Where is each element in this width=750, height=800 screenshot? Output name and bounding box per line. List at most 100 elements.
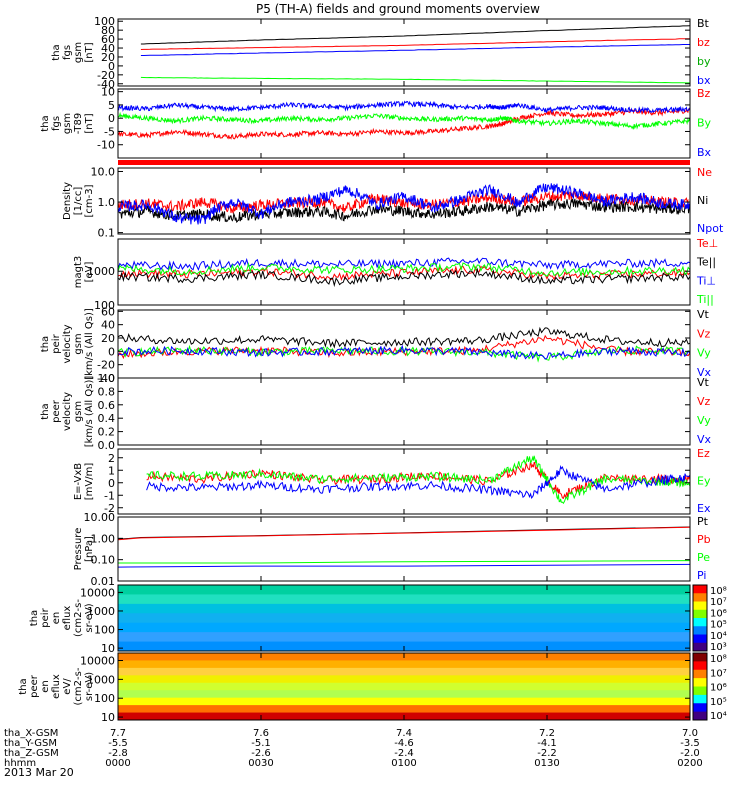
y-axis-label: (cm2-s- bbox=[73, 599, 84, 637]
y-tick-label: 10.0 bbox=[91, 165, 116, 178]
legend-entry: Vx bbox=[697, 366, 712, 379]
date-label: 2013 Mar 20 bbox=[4, 766, 74, 779]
y-tick-label: 10.00 bbox=[84, 511, 116, 524]
y-axis-label: peir bbox=[40, 607, 51, 627]
y-axis-label: peir bbox=[51, 333, 62, 353]
x-axis-tick-label: 7.7 bbox=[110, 728, 126, 739]
panel-divider bbox=[118, 160, 690, 165]
series-line-efield-0 bbox=[146, 460, 691, 499]
series-line-peir_velocity-0 bbox=[117, 326, 691, 349]
y-tick-label: 1.0 bbox=[98, 372, 116, 385]
chart-title: P5 (TH-A) fields and ground moments over… bbox=[256, 2, 540, 16]
y-axis-label: [nPa] bbox=[84, 536, 95, 562]
x-axis-tick-label: 0000 bbox=[105, 758, 130, 769]
legend-entry: Ti⊥ bbox=[696, 274, 716, 287]
spectrogram-band bbox=[118, 705, 690, 714]
x-axis-tick-label: 0130 bbox=[534, 758, 559, 769]
y-axis-label: magt3 bbox=[73, 256, 84, 289]
y-axis-label: eV/ bbox=[62, 678, 73, 695]
y-tick-label: 1000 bbox=[87, 265, 115, 278]
y-axis-label: -T89 bbox=[73, 113, 84, 135]
y-axis-label: velocity bbox=[62, 324, 73, 363]
x-axis-tick-label: -2.4 bbox=[394, 748, 414, 759]
y-tick-label: 0 bbox=[108, 477, 115, 490]
colorbar-tick-label: 10⁴ bbox=[710, 711, 727, 722]
series-line-efield-1 bbox=[146, 455, 691, 505]
y-axis-label: tha bbox=[29, 610, 40, 626]
panel-frame bbox=[117, 309, 691, 379]
panel-pressure: 10.00 1.00 0.10 0.01 Pressure [nPa] Pt Pb Pe Pi bbox=[73, 511, 711, 588]
series-line-fgs_gsm_detrended-2 bbox=[117, 100, 691, 114]
y-tick-label: 60 bbox=[101, 33, 115, 46]
series-line-fgs_gsm_detrended-0 bbox=[117, 107, 691, 140]
y-axis-label: [cm-3] bbox=[84, 184, 95, 217]
y-axis-label: fgs bbox=[51, 116, 62, 131]
colorbar-segment bbox=[693, 711, 707, 721]
y-axis-label: eflux bbox=[62, 606, 73, 631]
legend-entry: Vz bbox=[697, 327, 711, 340]
y-tick-label: 0.6 bbox=[98, 399, 116, 412]
y-tick-label: 100 bbox=[94, 299, 115, 312]
y-tick-label: 1000 bbox=[87, 673, 115, 686]
y-axis-label: en bbox=[51, 612, 62, 625]
x-axis-tick-label: 7.4 bbox=[396, 728, 412, 739]
y-tick-label: 40 bbox=[101, 319, 115, 332]
spectrogram-band bbox=[118, 667, 690, 676]
colorbar-frame bbox=[692, 584, 708, 652]
panel-temperature: 1000 100 magt3 [eV] Te⊥ Te|| Ti⊥ Ti|| bbox=[73, 237, 718, 312]
y-axis-label: tha bbox=[40, 336, 51, 352]
x-axis-tick-label: -4.1 bbox=[537, 738, 557, 749]
y-tick-label: 1.0 bbox=[98, 196, 116, 209]
colorbar-segment bbox=[693, 609, 707, 619]
legend-entry: Bx bbox=[697, 146, 712, 159]
series-line-pressure-3 bbox=[117, 563, 691, 568]
colorbar-segment bbox=[693, 686, 707, 696]
colorbar-segment bbox=[693, 634, 707, 644]
x-axis-tick-label: -5.5 bbox=[108, 738, 128, 749]
legend-entry: Pb bbox=[697, 533, 711, 546]
y-tick-label: 0.8 bbox=[98, 385, 116, 398]
colorbar-segment bbox=[693, 618, 707, 627]
y-axis-label: [mV/m] bbox=[84, 463, 95, 501]
spectrogram-band bbox=[118, 675, 690, 684]
y-tick-label: 80 bbox=[101, 24, 115, 37]
legend-entry: Bz bbox=[697, 87, 711, 100]
series-line-fgs_gsm-4 bbox=[140, 76, 690, 84]
series-line-temperature-2 bbox=[117, 257, 691, 272]
series-line-fgs_gsm-3 bbox=[140, 44, 690, 56]
spectrogram-band bbox=[118, 682, 690, 691]
x-axis-tick-label: -2.2 bbox=[537, 748, 557, 759]
y-tick-label: 100 bbox=[94, 692, 115, 705]
y-tick-label: 10 bbox=[101, 642, 115, 655]
colorbar-frame bbox=[692, 652, 708, 721]
legend-entry: Ni bbox=[697, 194, 708, 207]
legend-entry: Bt bbox=[697, 17, 710, 30]
spectrogram-band bbox=[118, 660, 690, 669]
colorbar-segment bbox=[693, 626, 707, 635]
y-tick-label: 0.2 bbox=[98, 426, 116, 439]
panel-peer_velocity: 1.00.80.60.40.20.0 tha peer velocity gsm [km/… bbox=[40, 372, 712, 452]
y-axis-label: tha bbox=[51, 44, 62, 60]
legend-entry: Ne bbox=[697, 166, 712, 179]
colorbar-segment bbox=[693, 585, 707, 594]
spectrogram-band bbox=[118, 690, 690, 699]
series-line-pressure-1 bbox=[117, 526, 691, 541]
legend-entry: bx bbox=[697, 74, 711, 87]
legend-entry: Te⊥ bbox=[696, 237, 718, 250]
y-tick-label: 0.10 bbox=[91, 554, 116, 567]
y-axis-label: gsm bbox=[73, 401, 84, 422]
colorbar-segment bbox=[693, 653, 707, 662]
series-line-temperature-1 bbox=[117, 267, 691, 288]
series-line-temperature-3 bbox=[117, 262, 691, 278]
y-tick-label: -40 bbox=[97, 372, 115, 385]
legend-entry: Vy bbox=[697, 347, 711, 360]
y-tick-label: 20 bbox=[101, 51, 115, 64]
colorbar-tick-label: 10⁸ bbox=[710, 586, 727, 597]
legend-entry: Vz bbox=[697, 395, 711, 408]
y-tick-label: 1 bbox=[108, 464, 115, 477]
y-axis-label: fgs bbox=[62, 45, 73, 60]
x-axis-tick-label: -3.5 bbox=[680, 738, 700, 749]
